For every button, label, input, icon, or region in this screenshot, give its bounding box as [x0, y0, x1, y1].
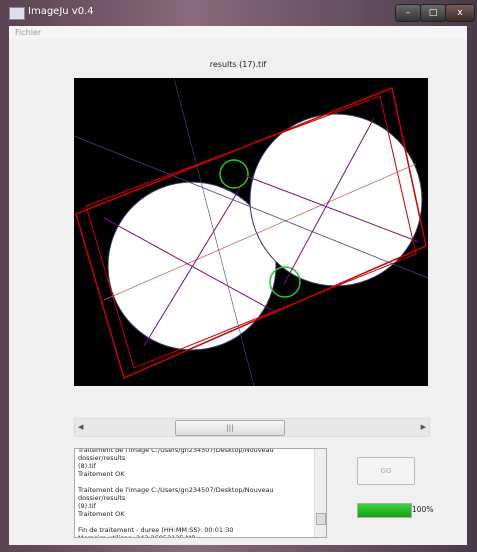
image-title: results (17).tif	[9, 60, 467, 69]
log-line: Traitement OK	[78, 470, 310, 478]
progress-label: 100%	[412, 505, 433, 514]
log-entry: Traitement de l'image C:/Users/gn234507/…	[78, 486, 310, 518]
log-entry: Traitement de l'image C:/Users/gn234507/…	[78, 448, 310, 478]
app-icon	[9, 7, 25, 20]
minimize-button[interactable]: –	[395, 4, 421, 22]
progress-bar	[357, 503, 412, 518]
log-line: (8).tif	[78, 462, 310, 470]
scroll-left[interactable]: ◀	[78, 423, 83, 431]
log-area[interactable]: Traitement de l'image C:/Users/gn234507/…	[74, 448, 327, 538]
scroll-thumb[interactable]: |||	[175, 420, 285, 436]
log-line: Fin de traitement - duree (HH:MM:SS): 00…	[78, 526, 310, 534]
close-button[interactable]: x	[445, 4, 475, 22]
progress-fill	[358, 504, 411, 517]
maximize-button[interactable]: □	[420, 4, 446, 22]
log-line: Traitement OK	[78, 510, 310, 518]
log-entry: Fin de traitement - duree (HH:MM:SS): 00…	[78, 526, 310, 538]
scroll-thumb[interactable]	[316, 513, 326, 525]
menu-item[interactable]: Fichier	[15, 28, 41, 37]
log-line: (9).tif	[78, 502, 310, 510]
page: ImageJu v0.4 – □ x Fichier results (17).…	[0, 0, 477, 552]
vertical-scrollbar[interactable]	[314, 449, 326, 537]
log-line: Traitement de l'image C:/Users/gn234507/…	[78, 486, 310, 502]
scroll-right[interactable]: ▶	[421, 423, 426, 431]
horizontal-scrollbar[interactable]: ◀ ||| ▶	[74, 418, 430, 437]
window-title: ImageJu v0.4	[28, 6, 94, 17]
log-line: Traitement de l'image C:/Users/gn234507/…	[78, 448, 310, 462]
image-view	[74, 78, 428, 386]
title-bar: ImageJu v0.4 – □ x	[0, 0, 477, 26]
window: ImageJu v0.4 – □ x Fichier results (17).…	[0, 0, 477, 552]
log-text: Traitement de l'image C:/Users/gn234507/…	[78, 448, 310, 538]
go-button[interactable]: GO	[357, 457, 415, 485]
client-area: Fichier results (17).tif ◀ ||| ▶ Traitem…	[9, 26, 467, 545]
log-line: Memoire utilisee: 243.26953125 MB	[78, 534, 310, 538]
menu-bar: Fichier	[9, 26, 467, 39]
